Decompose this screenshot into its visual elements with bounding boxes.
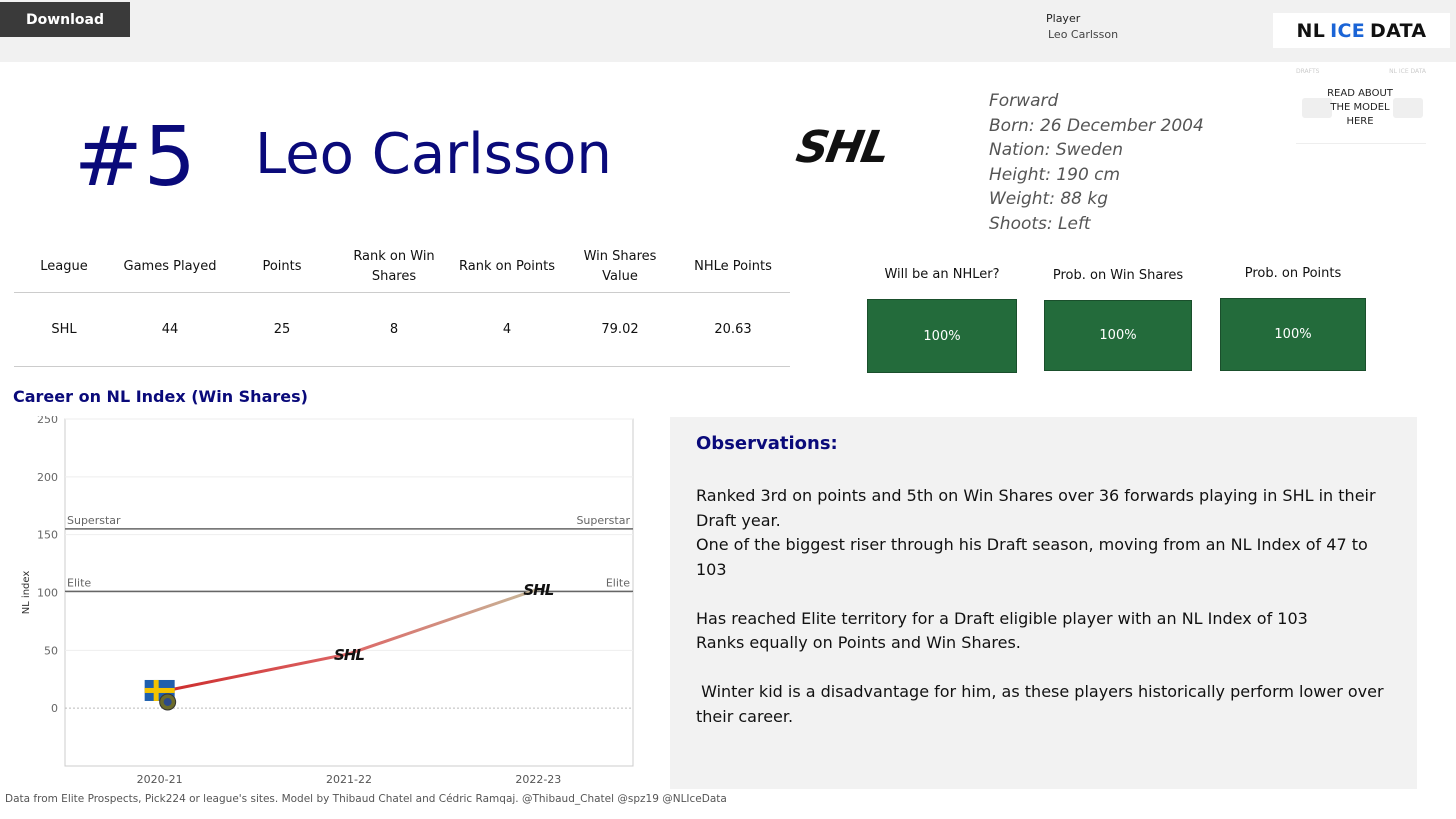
prob-points-value: 100% — [1220, 298, 1366, 371]
career-chart: 0 50 100 150 200 250 NL index Superstar Supersta… — [8, 413, 638, 792]
y-tick-label: 100 — [37, 587, 58, 600]
prob-win-shares: Prob. on Win Shares 100% — [1044, 261, 1192, 371]
prob-win-shares-value: 100% — [1044, 300, 1192, 371]
bio-height: Height: 190 cm — [989, 164, 1121, 185]
cell-league: SHL — [14, 292, 114, 367]
reference-label-right: Superstar — [576, 514, 630, 527]
observation-line: Winter kid is a disadvantage for him, as… — [696, 682, 1389, 726]
y-tick-label: 250 — [37, 416, 58, 426]
brand-logo: NL ICE DATA — [1273, 13, 1450, 48]
x-tick-label: 2022-23 — [515, 773, 561, 786]
observation-spacer — [696, 656, 1396, 681]
prob-nhler: Will be an NHLer? 100% — [867, 260, 1017, 373]
observation-line: One of the biggest riser through his Dra… — [696, 535, 1373, 579]
col-nhle-points: NHLe Points — [676, 242, 790, 293]
col-games-played: Games Played — [114, 242, 226, 293]
y-tick-label: 50 — [44, 644, 58, 657]
x-tick-label: 2020-21 — [137, 773, 183, 786]
y-axis-label: NL index — [21, 571, 32, 615]
reference-label-right: Elite — [606, 576, 630, 589]
player-bio: Forward Born: 26 December 2004 Nation: S… — [989, 89, 1204, 237]
observation-line: Ranks equally on Points and Win Shares. — [696, 633, 1021, 652]
prob-nhler-value: 100% — [867, 299, 1017, 373]
read-about-model-link[interactable]: DRAFTS NL ICE DATA READ ABOUT THE MODEL … — [1296, 66, 1426, 146]
y-tick-label: 0 — [51, 702, 58, 715]
x-tick-label: 2021-22 — [326, 773, 372, 786]
model-nav-right — [1393, 98, 1423, 118]
prob-points: Prob. on Points 100% — [1220, 259, 1366, 371]
top-bar: Download Player Leo Carlsson NL ICE DATA — [0, 0, 1456, 62]
shl-league-logo: SHL — [792, 122, 893, 173]
read-about-model-label[interactable]: READ ABOUT THE MODEL HERE — [1327, 88, 1393, 127]
prob-nhler-label: Will be an NHLer? — [884, 266, 1000, 282]
divider — [1296, 143, 1426, 144]
player-filter-label: Player — [1046, 12, 1081, 25]
series-line — [158, 587, 540, 694]
col-league: League — [14, 242, 114, 293]
bio-shoots: Shoots: Left — [989, 213, 1091, 234]
col-win-shares-value: Win Shares Value — [564, 242, 676, 293]
prob-win-shares-label: Prob. on Win Shares — [1052, 267, 1184, 283]
cell-games-played: 44 — [114, 292, 226, 367]
observation-spacer — [696, 582, 1396, 607]
player-name: Leo Carlsson — [255, 122, 612, 187]
y-tick-label: 200 — [37, 471, 58, 484]
cell-rank-win-shares: 8 — [338, 292, 450, 367]
observation-line: Ranked 3rd on points and 5th on Win Shar… — [696, 486, 1381, 530]
table-header-row: League Games Played Points Rank on Win S… — [14, 242, 790, 293]
observations-body: Ranked 3rd on points and 5th on Win Shar… — [696, 484, 1396, 729]
cell-win-shares-value: 79.02 — [564, 292, 676, 367]
reference-label-left: Superstar — [67, 514, 121, 527]
bio-weight: Weight: 88 kg — [989, 189, 1109, 210]
cell-nhle-points: 20.63 — [676, 292, 790, 367]
ghost-label-left: DRAFTS — [1296, 68, 1320, 75]
observation-line: Has reached Elite territory for a Draft … — [696, 608, 1308, 628]
col-points: Points — [226, 242, 338, 293]
shl-point-marker: SHL — [334, 646, 364, 664]
cell-rank-points: 4 — [450, 292, 564, 367]
player-filter-value[interactable]: Leo Carlsson — [1048, 28, 1119, 41]
ghost-label-right: NL ICE DATA — [1389, 68, 1426, 75]
career-chart-svg: 0 50 100 150 200 250 NL index Superstar Supersta… — [21, 413, 634, 786]
col-rank-win-shares: Rank on Win Shares — [338, 242, 450, 293]
bio-born: Born: 26 December 2004 — [989, 115, 1204, 136]
cell-points: 25 — [226, 292, 338, 367]
footer-credits: Data from Elite Prospects, Pick224 or le… — [5, 793, 727, 805]
jersey-number: #5 — [74, 110, 197, 205]
career-chart-title: Career on NL Index (Win Shares) — [13, 387, 308, 406]
table-row: SHL 44 25 8 4 79.02 20.63 — [14, 292, 790, 367]
y-tick-label: 150 — [37, 529, 58, 542]
prob-points-label: Prob. on Points — [1244, 265, 1342, 281]
stats-table: League Games Played Points Rank on Win S… — [14, 242, 790, 367]
download-button[interactable]: Download — [0, 2, 130, 37]
model-nav-left — [1302, 98, 1332, 118]
observations-title: Observations: — [696, 433, 838, 454]
reference-label-left: Elite — [67, 576, 91, 589]
observations-panel: Observations: Ranked 3rd on points and 5… — [670, 417, 1417, 789]
shl-point-marker: SHL — [523, 581, 553, 599]
bio-nation: Nation: Sweden — [989, 140, 1124, 161]
bio-position: Forward — [989, 91, 1059, 111]
col-rank-points: Rank on Points — [450, 242, 564, 293]
sweden-flag-icon — [144, 679, 177, 711]
